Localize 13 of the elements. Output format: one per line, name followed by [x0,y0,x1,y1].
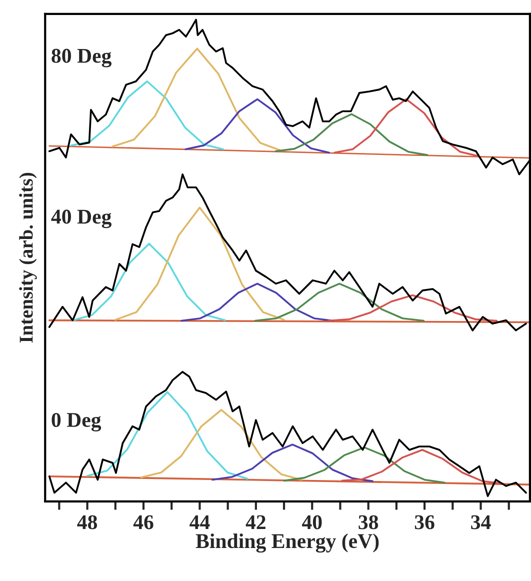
annotation: 80 Deg [52,48,112,68]
x-tick-label: 36 [414,515,434,530]
y-axis-title: Intensity (arb. units) [19,172,37,343]
annotation: 0 Deg [52,412,102,432]
x-tick-label: 42 [246,515,266,530]
x-tick-label: 40 [302,515,322,530]
x-tick-label: 34 [471,515,491,530]
x-axis-title: Binding Energy (eV) [196,533,379,553]
x-tick-label: 48 [77,515,98,530]
x-tick-label: 46 [133,515,154,530]
x-tick-label: 44 [190,515,210,530]
annotation: 40 Deg [51,210,112,228]
x-tick-label: 38 [358,515,378,530]
